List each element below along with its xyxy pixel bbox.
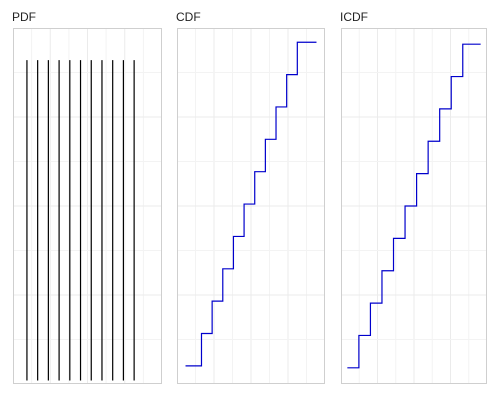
cdf-step-line — [185, 41, 317, 367]
icdf-panel-title: ICDF — [340, 10, 368, 24]
pdf-panel-title: PDF — [12, 10, 36, 24]
icdf-panel-border — [341, 28, 487, 384]
cdf-panel-border — [177, 28, 325, 384]
pdf-panel-border — [13, 28, 162, 384]
cdf-panel-title: CDF — [176, 10, 201, 24]
icdf-step-line — [347, 43, 481, 369]
